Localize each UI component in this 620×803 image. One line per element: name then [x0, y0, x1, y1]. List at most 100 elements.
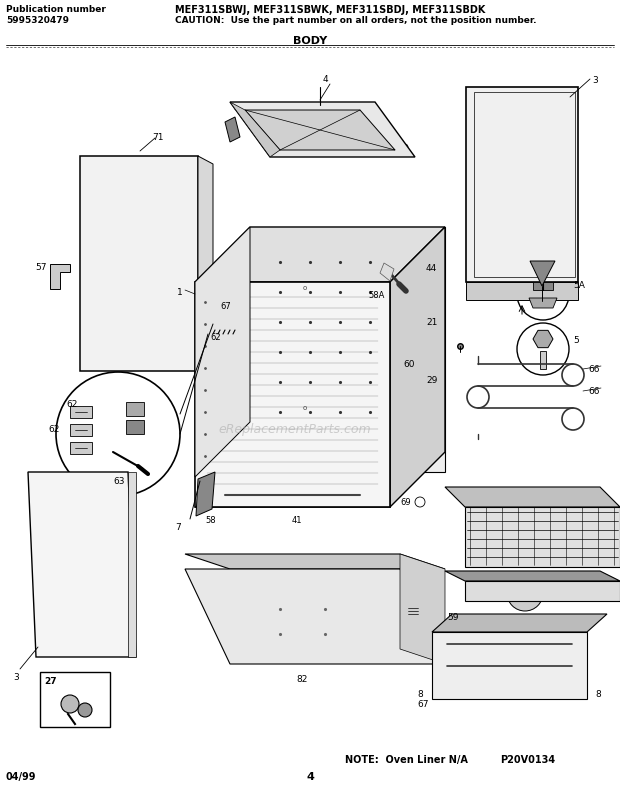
Text: 82: 82 [296, 675, 308, 683]
Polygon shape [80, 157, 198, 372]
Text: 4: 4 [322, 75, 328, 84]
Polygon shape [445, 571, 620, 581]
Text: P20V0134: P20V0134 [500, 754, 555, 764]
Polygon shape [195, 283, 390, 507]
Bar [92, 172, 120, 190]
Circle shape [517, 585, 533, 601]
Bar [205, 292, 380, 487]
Text: 8: 8 [595, 689, 601, 698]
Text: 21: 21 [426, 318, 437, 327]
Circle shape [517, 324, 569, 376]
Text: 62: 62 [210, 332, 221, 341]
Polygon shape [533, 331, 553, 349]
Circle shape [507, 288, 513, 295]
Text: 58: 58 [205, 516, 216, 524]
Text: 1: 1 [177, 287, 183, 296]
Text: NOTE:  Oven Liner N/A: NOTE: Oven Liner N/A [345, 754, 468, 764]
Polygon shape [230, 103, 280, 158]
Bar [88, 287, 110, 300]
Text: 59: 59 [447, 612, 459, 622]
Text: 4: 4 [306, 771, 314, 781]
Bar [386, 376, 410, 400]
Bar [164, 283, 186, 296]
Bar [70, 425, 92, 437]
Bar [132, 172, 160, 190]
Polygon shape [230, 103, 415, 158]
Bar [390, 321, 398, 328]
Polygon shape [530, 262, 555, 287]
Text: 63: 63 [113, 476, 125, 485]
Bar [130, 205, 158, 222]
Text: 69: 69 [400, 497, 410, 507]
Circle shape [402, 145, 408, 151]
Text: 5A: 5A [573, 281, 585, 290]
Circle shape [495, 288, 501, 295]
Text: 3: 3 [592, 76, 598, 85]
Text: 58A: 58A [369, 291, 385, 300]
Circle shape [507, 575, 543, 611]
Text: 66: 66 [588, 365, 600, 373]
Polygon shape [185, 569, 445, 664]
Circle shape [133, 263, 151, 281]
Circle shape [555, 288, 561, 295]
Polygon shape [529, 299, 557, 308]
Text: o: o [303, 405, 307, 410]
Polygon shape [466, 88, 578, 283]
Text: 7: 7 [175, 522, 181, 532]
Text: 8: 8 [417, 689, 423, 698]
Bar [164, 201, 186, 218]
Circle shape [471, 288, 477, 295]
Text: 3: 3 [13, 672, 19, 681]
Circle shape [234, 105, 240, 111]
Polygon shape [465, 507, 620, 567]
Circle shape [317, 104, 322, 108]
Text: MEF311SBWJ, MEF311SBWK, MEF311SBDJ, MEF311SBDK: MEF311SBWJ, MEF311SBWK, MEF311SBDJ, MEF3… [175, 5, 485, 15]
Text: BODY: BODY [293, 36, 327, 46]
Polygon shape [466, 283, 578, 300]
Polygon shape [50, 265, 70, 290]
Polygon shape [225, 118, 240, 143]
Bar [250, 228, 445, 472]
Text: eReplacementParts.com: eReplacementParts.com [219, 423, 371, 436]
Bar [195, 487, 390, 507]
Polygon shape [432, 614, 607, 632]
Bar [130, 321, 152, 336]
Bar [126, 402, 144, 417]
Bar [88, 321, 110, 336]
Text: CAUTION:  Use the part number on all orders, not the position number.: CAUTION: Use the part number on all orde… [175, 16, 536, 25]
Text: 29: 29 [426, 376, 437, 385]
Text: 62: 62 [48, 425, 60, 434]
Text: 44: 44 [426, 263, 437, 273]
Circle shape [78, 703, 92, 717]
Circle shape [367, 105, 373, 111]
Circle shape [519, 288, 525, 295]
Circle shape [531, 288, 537, 295]
Bar [390, 380, 406, 389]
Bar [290, 323, 310, 343]
Bar [164, 234, 186, 251]
Circle shape [483, 288, 489, 295]
Text: 71: 71 [153, 132, 164, 142]
Circle shape [415, 497, 425, 507]
Text: o: o [303, 284, 307, 291]
Circle shape [269, 145, 275, 151]
Bar [407, 606, 419, 616]
Circle shape [383, 574, 443, 634]
Bar [88, 238, 110, 255]
Polygon shape [195, 228, 250, 478]
Polygon shape [185, 554, 445, 569]
Bar [213, 304, 238, 316]
Text: 5: 5 [573, 336, 578, 344]
Text: 57: 57 [35, 263, 46, 271]
Bar [70, 442, 92, 454]
Circle shape [403, 586, 423, 606]
Polygon shape [445, 487, 620, 507]
Bar [386, 320, 410, 340]
Text: 67: 67 [220, 302, 231, 311]
Bar [540, 352, 546, 369]
Text: 60: 60 [403, 360, 415, 369]
Polygon shape [128, 472, 136, 657]
Circle shape [567, 288, 573, 295]
Bar [126, 421, 144, 434]
Text: 04/99: 04/99 [6, 771, 37, 781]
